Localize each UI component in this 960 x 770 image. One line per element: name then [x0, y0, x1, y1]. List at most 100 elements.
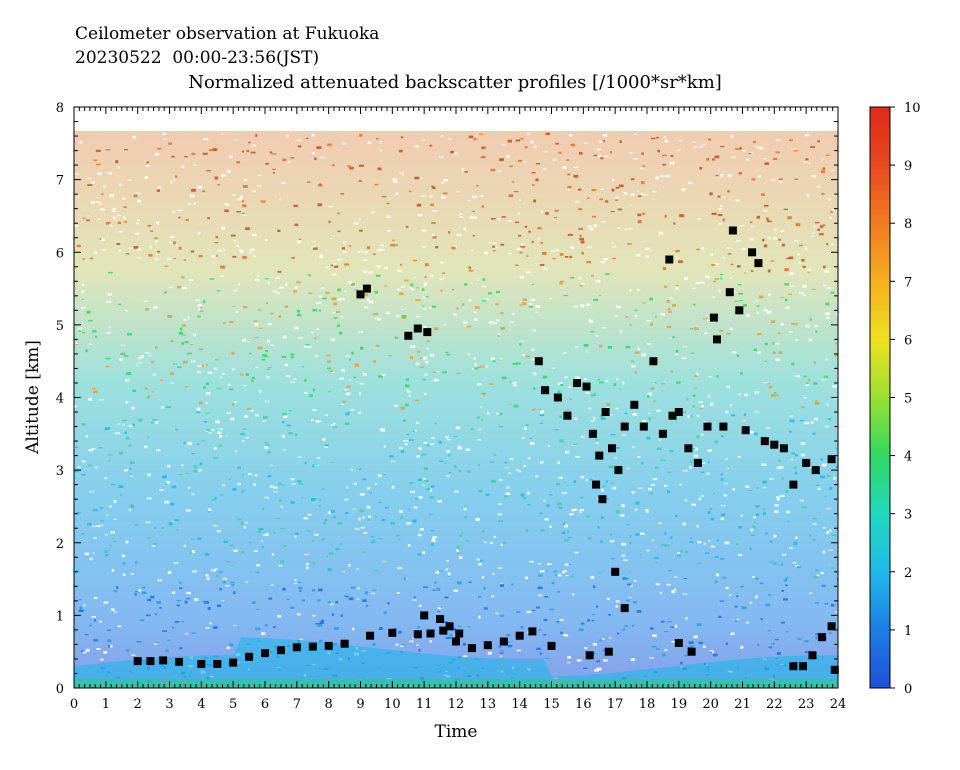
- x-tick-label: 7: [293, 697, 301, 712]
- cloud-base-marker: [598, 495, 607, 504]
- cloud-base-marker: [276, 646, 285, 655]
- cloud-base-marker: [614, 466, 623, 475]
- cloud-base-marker: [245, 652, 254, 661]
- cloud-base-marker: [799, 662, 807, 671]
- cloud-base-marker: [388, 628, 397, 637]
- cloud-base-marker: [779, 444, 788, 453]
- cloud-base-marker: [604, 647, 613, 656]
- cloud-base-marker: [595, 451, 604, 460]
- cloud-base-marker: [324, 641, 333, 650]
- y-tick-label: 7: [56, 174, 64, 189]
- cloud-base-marker: [668, 411, 677, 420]
- x-tick-label: 20: [702, 697, 719, 712]
- x-tick-label: 18: [639, 697, 656, 712]
- cloud-base-marker: [413, 324, 422, 333]
- cloud-base-marker: [687, 647, 696, 656]
- cloud-base-marker: [827, 455, 836, 464]
- cloud-base-marker: [229, 658, 238, 667]
- cloud-base-marker: [436, 615, 445, 623]
- cloud-base-marker: [709, 313, 718, 322]
- cloud-base-marker: [693, 458, 702, 467]
- x-tick-label: 3: [165, 697, 173, 712]
- cloud-base-marker: [630, 400, 639, 409]
- x-tick-label: 5: [229, 697, 237, 712]
- cloud-base-marker: [608, 444, 616, 453]
- x-tick-label: 1: [102, 697, 110, 712]
- x-tick-label: 21: [734, 697, 751, 712]
- cloud-base-marker: [515, 631, 524, 640]
- cloud-base-marker: [674, 639, 683, 647]
- cloud-base-marker: [684, 444, 693, 453]
- backscatter-speckle: [74, 132, 838, 688]
- cloud-base-marker: [404, 331, 413, 340]
- cloud-base-marker: [582, 382, 591, 391]
- colorbar-tick-label: 1: [904, 624, 912, 639]
- cloud-base-marker: [197, 660, 206, 668]
- colorbar-tick-label: 5: [904, 392, 912, 407]
- x-tick-label: 9: [356, 697, 364, 712]
- cloud-base-marker: [467, 644, 476, 653]
- x-tick-label: 15: [543, 697, 560, 712]
- cloud-base-marker: [159, 656, 168, 665]
- cloud-base-markers: [133, 226, 839, 674]
- cloud-base-marker: [133, 657, 142, 666]
- cloud-base-marker: [674, 408, 683, 416]
- cloud-base-marker: [588, 429, 597, 438]
- x-tick-label: 13: [480, 697, 497, 712]
- x-tick-label: 10: [384, 697, 401, 712]
- cloud-base-marker: [611, 567, 620, 576]
- cloud-base-marker: [308, 642, 317, 651]
- cloud-base-marker: [741, 426, 750, 435]
- cloud-base-marker: [553, 393, 562, 402]
- cloud-base-marker: [658, 429, 667, 438]
- cloud-base-marker: [620, 604, 629, 613]
- colorbar-tick-label: 8: [904, 217, 912, 232]
- x-tick-label: 11: [416, 697, 433, 712]
- x-tick-label: 22: [766, 697, 783, 712]
- colorbar-tick-label: 4: [904, 450, 912, 465]
- colorbar-tick-label: 0: [904, 682, 912, 697]
- x-tick-label: 14: [511, 697, 528, 712]
- cloud-base-marker: [455, 629, 464, 638]
- cloud-base-marker: [719, 422, 728, 431]
- cloud-base-marker: [563, 411, 572, 420]
- y-tick-label: 5: [56, 319, 64, 334]
- y-tick-label: 3: [56, 464, 64, 479]
- x-tick-label: 12: [448, 697, 465, 712]
- colorbar-tick-label: 9: [904, 159, 912, 174]
- x-tick-label: 17: [607, 697, 624, 712]
- cloud-base-marker: [830, 665, 839, 674]
- plot-area: [73, 106, 839, 689]
- colorbar-tick-label: 7: [904, 275, 912, 290]
- cloud-base-marker: [827, 622, 836, 631]
- cloud-base-marker: [528, 627, 537, 636]
- cloud-base-marker: [534, 357, 543, 366]
- cloud-base-marker: [754, 259, 763, 268]
- cloud-base-marker: [818, 633, 827, 642]
- cloud-base-marker: [665, 255, 674, 264]
- x-tick-label: 16: [575, 697, 592, 712]
- y-tick-label: 6: [56, 246, 64, 261]
- cloud-base-marker: [356, 290, 365, 299]
- cloud-base-marker: [547, 641, 556, 650]
- x-tick-label: 2: [134, 697, 142, 712]
- cloud-base-marker: [728, 226, 737, 235]
- cloud-base-marker: [808, 651, 817, 660]
- y-axis: 0 1 2 3 4 5 6 7 8: [56, 101, 838, 697]
- x-tick-label: 0: [70, 697, 78, 712]
- y-tick-label: 2: [56, 537, 64, 552]
- cloud-base-marker: [292, 643, 301, 652]
- cloud-base-marker: [366, 631, 375, 640]
- cloud-base-marker: [452, 637, 460, 646]
- cloud-base-marker: [573, 379, 581, 387]
- cloud-base-marker: [601, 408, 610, 416]
- cloud-base-marker: [413, 630, 422, 639]
- cloud-base-marker: [802, 458, 811, 467]
- y-tick-label: 4: [56, 392, 64, 407]
- colorbar-tick-label: 10: [904, 101, 921, 116]
- cloud-base-marker: [483, 641, 492, 650]
- cloud-base-marker: [175, 657, 183, 666]
- y-tick-label: 0: [56, 682, 64, 697]
- cloud-base-marker: [439, 626, 448, 635]
